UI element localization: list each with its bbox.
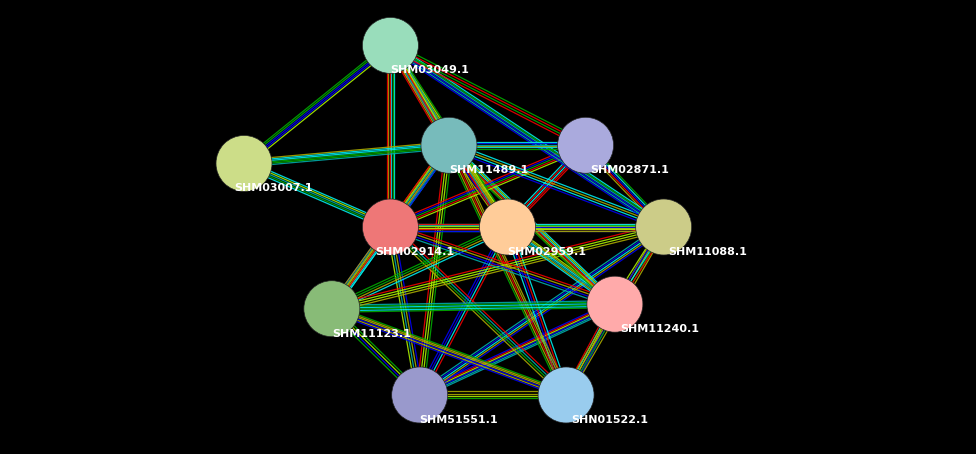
Circle shape	[557, 117, 614, 173]
Text: SHM02959.1: SHM02959.1	[508, 247, 587, 257]
Circle shape	[362, 199, 419, 255]
Text: SHM11123.1: SHM11123.1	[332, 329, 411, 339]
Text: SHM02871.1: SHM02871.1	[590, 165, 670, 175]
Text: SHM51551.1: SHM51551.1	[420, 415, 499, 425]
Circle shape	[304, 281, 360, 337]
Circle shape	[362, 17, 419, 74]
Text: SHM03049.1: SHM03049.1	[390, 65, 469, 75]
Circle shape	[587, 276, 643, 332]
Text: SHM03007.1: SHM03007.1	[234, 183, 312, 193]
Text: SHM02914.1: SHM02914.1	[376, 247, 455, 257]
Circle shape	[479, 199, 536, 255]
Circle shape	[391, 367, 448, 423]
Circle shape	[421, 117, 477, 173]
Circle shape	[635, 199, 692, 255]
Text: SHM11240.1: SHM11240.1	[620, 324, 699, 334]
Text: SHN01522.1: SHN01522.1	[571, 415, 648, 425]
Text: SHM11489.1: SHM11489.1	[449, 165, 528, 175]
Circle shape	[538, 367, 594, 423]
Circle shape	[216, 135, 272, 192]
Text: SHM11088.1: SHM11088.1	[669, 247, 748, 257]
